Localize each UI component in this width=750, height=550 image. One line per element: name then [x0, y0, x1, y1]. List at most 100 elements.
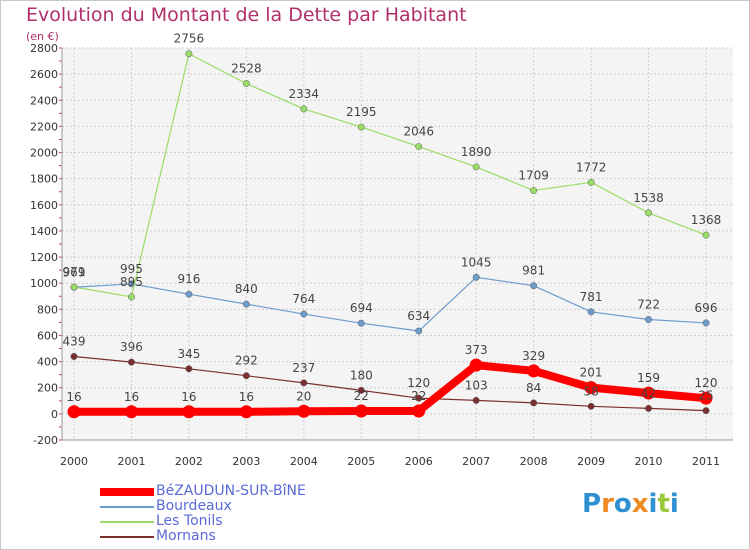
data-point [128, 358, 135, 366]
data-point [357, 123, 365, 131]
legend-label: Bourdeaux [156, 498, 232, 514]
x-tick-label: 2000 [60, 455, 88, 468]
data-point [67, 405, 81, 419]
data-point [300, 310, 308, 318]
y-tick-label: 2400 [30, 94, 58, 107]
legend-swatch [100, 506, 154, 508]
data-label: 722 [637, 298, 660, 312]
plot-background [62, 48, 733, 440]
data-point [472, 273, 480, 281]
data-point [527, 364, 541, 378]
data-point [699, 391, 713, 405]
y-tick-label: 2800 [30, 42, 58, 55]
data-label: 373 [465, 343, 488, 357]
data-label: 16 [124, 390, 139, 404]
data-label: 634 [407, 309, 430, 323]
data-label: 2334 [289, 87, 320, 101]
data-label: 1368 [691, 213, 722, 227]
data-point [354, 404, 368, 418]
chart-axes: -200 0 200 400 600 800 1000 1200 1400 1600 1800 200… [30, 42, 733, 468]
data-label: 159 [637, 371, 660, 385]
chart-grid [62, 47, 733, 441]
data-label: 1890 [461, 145, 492, 159]
series-line-0 [74, 361, 707, 416]
data-point [530, 282, 538, 290]
y-tick-label: 2600 [30, 68, 58, 81]
logo-letter: P [582, 489, 602, 519]
data-label: 439 [63, 335, 86, 349]
y-tick-label: 1200 [30, 251, 58, 264]
data-label: 971 [63, 265, 86, 279]
y-tick-label: 1000 [30, 277, 58, 290]
y-tick-label: 2000 [30, 147, 58, 160]
data-label: 345 [177, 347, 200, 361]
data-point [185, 290, 193, 298]
data-point [300, 379, 308, 387]
data-label: 201 [580, 366, 603, 380]
data-label: 1045 [461, 255, 492, 269]
data-point [645, 209, 652, 217]
data-label: 329 [522, 349, 545, 363]
x-tick-label: 2011 [692, 455, 720, 468]
data-point [415, 327, 423, 335]
data-label: 694 [350, 301, 373, 315]
logo-letter: t [657, 489, 670, 519]
data-label: 58 [583, 384, 598, 398]
y-tick-label: 1800 [30, 173, 58, 186]
data-label: 895 [120, 275, 143, 289]
y-tick-label: 0 [51, 408, 58, 421]
data-label: 120 [407, 376, 430, 390]
data-label: 16 [181, 390, 196, 404]
data-label: 1538 [633, 191, 664, 205]
data-point [412, 404, 426, 418]
data-label: 25 [698, 389, 713, 403]
y-tick-label: 400 [37, 356, 58, 369]
data-point [242, 300, 250, 308]
data-point [472, 163, 480, 171]
series-line-2 [73, 53, 707, 298]
data-point [645, 404, 652, 412]
data-label: 20 [296, 389, 311, 403]
data-label: 1772 [576, 160, 607, 174]
data-point [300, 105, 308, 113]
data-point [530, 187, 538, 195]
y-tick-label: 200 [37, 382, 58, 395]
data-point [587, 308, 595, 316]
data-label: 764 [292, 292, 315, 306]
series-lines [67, 50, 713, 419]
data-label: 16 [239, 390, 254, 404]
data-label: 22 [411, 389, 426, 403]
data-point [297, 404, 311, 418]
data-point [702, 407, 710, 415]
logo-letter: x [631, 489, 649, 519]
data-point [587, 402, 595, 410]
data-label: 120 [695, 376, 718, 390]
legend-swatch [100, 536, 154, 538]
data-point [185, 50, 193, 58]
data-point [642, 386, 656, 400]
y-tick-label: 600 [37, 329, 58, 342]
data-label: 981 [522, 264, 545, 278]
series-line-1 [73, 276, 707, 332]
data-point [124, 405, 138, 419]
data-label: 1709 [518, 169, 549, 183]
data-label: 103 [465, 378, 488, 392]
data-label: 2528 [231, 62, 262, 76]
data-point [239, 405, 253, 419]
data-label: 396 [120, 340, 143, 354]
data-label: 180 [350, 368, 373, 382]
data-label: 84 [526, 381, 541, 395]
legend-swatch [100, 488, 154, 496]
y-tick-label: 1400 [30, 225, 58, 238]
series-line-3 [73, 355, 707, 412]
logo-letter: r [601, 489, 614, 519]
data-point [702, 319, 710, 327]
data-label: 916 [177, 272, 200, 286]
data-point [70, 353, 78, 360]
data-label: 292 [235, 354, 258, 368]
x-tick-label: 2006 [405, 455, 433, 468]
data-label: 2046 [403, 125, 434, 139]
data-label: 2756 [174, 32, 205, 46]
x-tick-label: 2002 [175, 455, 203, 468]
